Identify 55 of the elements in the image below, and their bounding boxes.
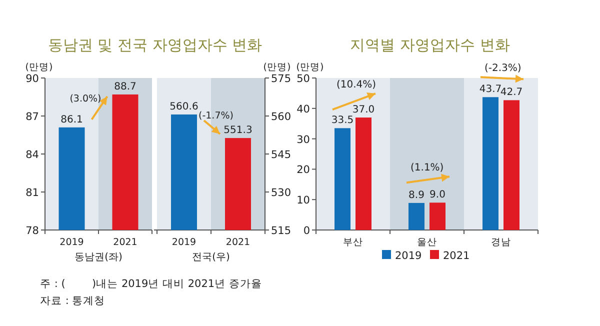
data-label: 8.9 xyxy=(408,190,424,201)
y-tick-label: 90 xyxy=(26,73,39,85)
data-label: 42.7 xyxy=(500,87,523,98)
y-tick-label: 10 xyxy=(296,194,310,207)
x-tick-label: 2021 xyxy=(113,237,138,248)
x-tick-label: 2019 xyxy=(172,237,196,248)
data-label: 9.0 xyxy=(430,190,446,201)
y-tick-label: 40 xyxy=(296,103,310,116)
text: 자료 : 통계청 xyxy=(40,295,106,307)
text: (-2.3%) xyxy=(484,63,522,74)
x-axis-title: 전국(우) xyxy=(192,252,230,263)
x-axis-title: 동남권(좌) xyxy=(74,252,122,263)
x-tick-label: 부산 xyxy=(343,237,363,248)
data-label: 551.3 xyxy=(224,125,252,136)
bar xyxy=(334,128,350,230)
y-tick-label: 0 xyxy=(303,225,310,237)
x-tick-label: 울산 xyxy=(417,237,437,248)
y-tick-label: 81 xyxy=(26,187,39,199)
text: 주 : ( )내는 2019년 대비 2021년 증가율 xyxy=(40,278,262,290)
y-tick-label: 30 xyxy=(296,134,310,146)
y-tick-label: 78 xyxy=(26,225,39,237)
data-label: 88.7 xyxy=(114,81,136,92)
y-tick-label: 50 xyxy=(296,73,310,85)
y2-tick-label: 545 xyxy=(271,149,292,161)
annotation: (1.1%) xyxy=(410,162,444,174)
bar xyxy=(482,97,498,230)
x-tick-label: 2019 xyxy=(60,237,84,248)
data-label: 560.6 xyxy=(170,101,198,112)
bar xyxy=(504,100,520,230)
chart-title: 동남권 및 전국 자영업자수 변화 xyxy=(48,36,262,54)
y2-tick-label: 515 xyxy=(271,225,292,237)
bar xyxy=(408,202,424,230)
legend-label: 2021 xyxy=(443,250,470,262)
x-tick-label: 2021 xyxy=(226,237,250,248)
chart-title: 지역별 자영업자수 변화 xyxy=(350,36,510,54)
data-label: 37.0 xyxy=(352,104,375,116)
y2-axis-title: (만명) xyxy=(263,62,291,73)
annotation: (-1.7%) xyxy=(198,110,234,122)
y-tick-label: 87 xyxy=(26,111,39,123)
legend-label: 2019 xyxy=(395,250,422,262)
y-axis-title: (만명) xyxy=(25,62,53,73)
y-axis-title: (만명) xyxy=(296,62,324,73)
data-label: 86.1 xyxy=(60,114,83,126)
annotation: (3.0%) xyxy=(70,93,102,104)
data-label: 43.7 xyxy=(479,84,502,96)
x-tick-label: 경남 xyxy=(491,237,511,248)
y2-tick-label: 530 xyxy=(271,187,292,199)
y2-tick-label: 575 xyxy=(271,73,292,85)
data-label: 33.5 xyxy=(331,115,354,126)
annotation: (10.4%) xyxy=(336,80,376,91)
bar xyxy=(430,202,446,230)
y2-tick-label: 560 xyxy=(271,111,292,123)
bar xyxy=(356,118,372,230)
y-tick-label: 84 xyxy=(26,149,40,161)
y-tick-label: 20 xyxy=(296,164,310,176)
